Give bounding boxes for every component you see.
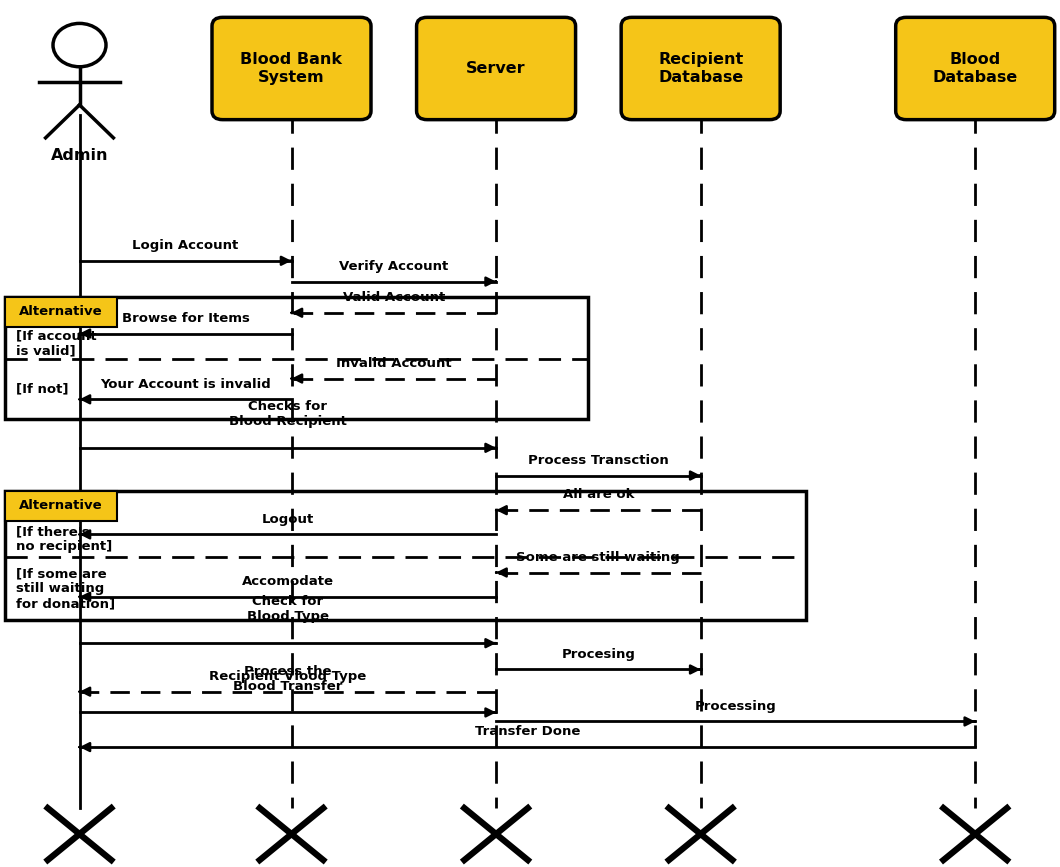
Text: Logout: Logout bbox=[262, 512, 314, 525]
Text: Process Transction: Process Transction bbox=[528, 453, 669, 466]
Text: [If account
is valid]: [If account is valid] bbox=[16, 329, 96, 357]
Text: [If not]: [If not] bbox=[16, 382, 69, 395]
Bar bbox=[5, 297, 117, 327]
Text: Transfer Done: Transfer Done bbox=[475, 726, 580, 739]
Text: Admin: Admin bbox=[51, 148, 108, 163]
Bar bbox=[5, 491, 806, 620]
Text: Browse for Items: Browse for Items bbox=[122, 312, 249, 325]
Text: Processing: Processing bbox=[694, 700, 777, 713]
Text: Blood
Database: Blood Database bbox=[933, 52, 1018, 85]
FancyBboxPatch shape bbox=[417, 17, 576, 120]
Text: Recipient Vlood Type: Recipient Vlood Type bbox=[209, 670, 367, 683]
Text: Login Account: Login Account bbox=[132, 239, 238, 252]
Text: Checks for
Blood Recipient: Checks for Blood Recipient bbox=[229, 400, 347, 428]
Text: Procesing: Procesing bbox=[562, 648, 635, 661]
Text: Server: Server bbox=[466, 61, 526, 76]
Text: Verify Account: Verify Account bbox=[339, 260, 448, 273]
Text: [If some are
still waiting
for donation]: [If some are still waiting for donation] bbox=[16, 567, 116, 610]
Bar bbox=[5, 491, 117, 521]
Text: Check for
Blood Type: Check for Blood Type bbox=[247, 596, 329, 623]
Text: Accomodate: Accomodate bbox=[242, 575, 334, 588]
Text: Your Account is invalid: Your Account is invalid bbox=[100, 378, 271, 391]
Text: Blood Bank
System: Blood Bank System bbox=[241, 52, 342, 85]
Text: All are ok: All are ok bbox=[563, 488, 634, 501]
Bar bbox=[5, 297, 588, 419]
Text: Some are still waiting: Some are still waiting bbox=[516, 551, 681, 564]
Text: Alternative: Alternative bbox=[19, 499, 103, 512]
Text: Recipient
Database: Recipient Database bbox=[658, 52, 743, 85]
FancyBboxPatch shape bbox=[212, 17, 371, 120]
FancyBboxPatch shape bbox=[896, 17, 1055, 120]
Text: Valid Account: Valid Account bbox=[342, 291, 445, 304]
Text: Process the
Blood Transfer: Process the Blood Transfer bbox=[233, 664, 342, 693]
Text: [If there's
no recipient]: [If there's no recipient] bbox=[16, 525, 112, 553]
Text: Alternative: Alternative bbox=[19, 305, 103, 318]
FancyBboxPatch shape bbox=[621, 17, 780, 120]
Text: Invalid Account: Invalid Account bbox=[336, 357, 452, 370]
